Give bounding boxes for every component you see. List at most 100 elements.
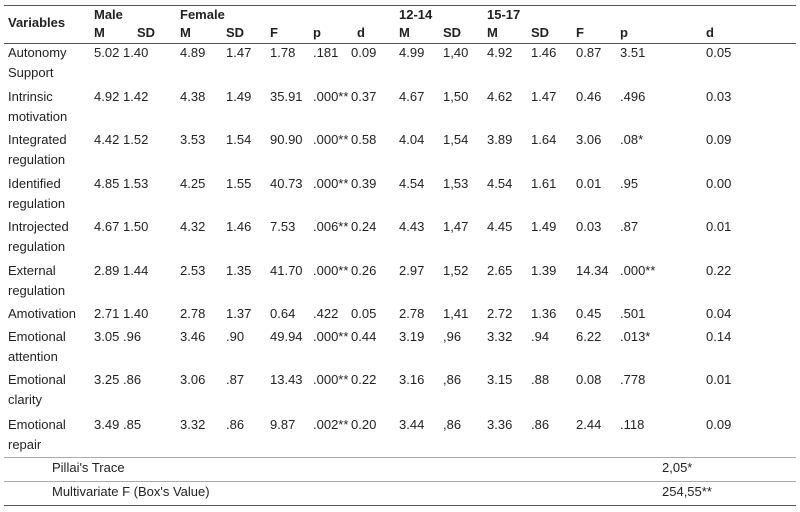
cell: 0.24 [351,219,377,234]
cell: 0.87 [576,45,602,60]
cell: 3.32 [180,417,206,432]
cell: 1.35 [226,263,252,278]
cell: 3.36 [487,417,513,432]
cell: 1.46 [226,219,252,234]
cell: 1,54 [443,132,469,147]
cell: 0.20 [351,417,377,432]
cell: 4.43 [399,219,425,234]
cell: 3.19 [399,329,425,344]
cell: .90 [226,329,245,344]
cell: 0.00 [706,176,732,191]
cell: 1.44 [123,263,149,278]
cell: 4.04 [399,132,425,147]
cell: 1.47 [226,45,252,60]
cell: .000** [313,263,349,278]
cell: 2.78 [180,306,206,321]
cell: 41.70 [270,263,303,278]
cell: 2.78 [399,306,425,321]
cell: 4.89 [180,45,206,60]
cell: 4.54 [487,176,513,191]
cell: 0.01 [576,176,602,191]
cell: 3.05 [94,329,120,344]
cell: 49.94 [270,329,303,344]
cell: 13.43 [270,372,303,387]
cell: 0.22 [706,263,732,278]
cell: 3.06 [180,372,206,387]
cell: 2.72 [487,306,513,321]
cell: 1.42 [123,89,149,104]
cell: 3.51 [620,45,646,60]
column-header: M [487,25,498,40]
cell: 1.54 [226,132,252,147]
column-header: SD [137,25,156,40]
cell: .496 [620,89,646,104]
cell: 1.55 [226,176,252,191]
cell: 0.64 [270,306,296,321]
cell: .000** [313,329,349,344]
cell: 2.44 [576,417,602,432]
column-header: d [357,25,365,40]
cell: 3.44 [399,417,425,432]
cell: 35.91 [270,89,303,104]
cell: .000** [620,263,656,278]
cell: 1.40 [123,306,149,321]
cell: 1,53 [443,176,469,191]
cell: .000** [313,372,349,387]
cell: 0.46 [576,89,602,104]
cell: 1.36 [531,306,557,321]
cell: .94 [531,329,550,344]
cell: .08* [620,132,644,147]
footer-label: Multivariate F (Box's Value) [52,484,210,499]
column-header: SD [226,25,245,40]
row-label: Introjected regulation [8,219,69,254]
cell: 0.45 [576,306,602,321]
cell: 1.49 [531,219,557,234]
cell: 1,52 [443,263,469,278]
cell: 4.92 [487,45,513,60]
cell: ,86 [443,372,462,387]
group-header: 12-14 [399,7,433,22]
cell: 3.49 [94,417,120,432]
cell: 6.22 [576,329,602,344]
rule [4,43,796,44]
cell: 9.87 [270,417,296,432]
row-label: Emotional attention [8,329,66,364]
cell: 1.49 [226,89,252,104]
cell: 3.32 [487,329,513,344]
cell: 1,41 [443,306,469,321]
cell: 0.04 [706,306,732,321]
cell: 2.89 [94,263,120,278]
cell: .422 [313,306,339,321]
cell: 4.32 [180,219,206,234]
cell: .000** [313,176,349,191]
cell: .86 [531,417,550,432]
cell: 4.67 [94,219,120,234]
cell: .002** [313,417,349,432]
cell: 4.45 [487,219,513,234]
cell: 14.34 [576,263,609,278]
cell: 1.47 [531,89,557,104]
cell: 0.58 [351,132,377,147]
cell: 1.78 [270,45,296,60]
column-header: p [313,25,321,40]
cell: ,86 [443,417,462,432]
row-label: External regulation [8,263,66,298]
cell: 4.62 [487,89,513,104]
cell: 4.38 [180,89,206,104]
cell: .96 [123,329,142,344]
footer-label: Pillai's Trace [52,460,125,475]
cell: 2.65 [487,263,513,278]
rule [4,505,796,506]
cell: .87 [226,372,245,387]
cell: 0.26 [351,263,377,278]
cell: 0.39 [351,176,377,191]
row-label: Autonomy Support [8,45,67,80]
group-header: Male [94,7,123,22]
cell: .778 [620,372,646,387]
cell: 1.50 [123,219,149,234]
cell: 2.97 [399,263,425,278]
cell: 7.53 [270,219,296,234]
cell: 3.06 [576,132,602,147]
cell: .118 [620,417,645,432]
